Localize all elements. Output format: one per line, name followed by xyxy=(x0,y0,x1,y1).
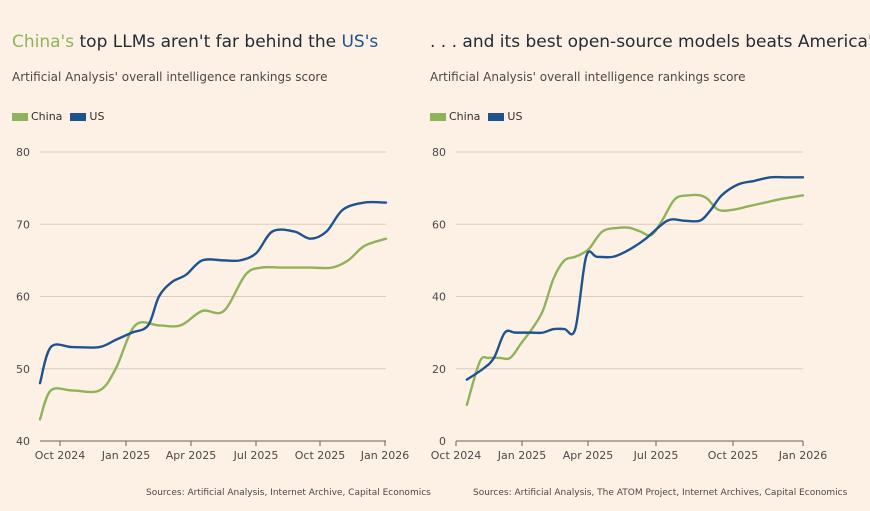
left-legend: China US xyxy=(12,110,112,123)
right-ytick-label-4: 0 xyxy=(439,435,446,448)
right-xtick-label-4: Oct 2025 xyxy=(708,449,759,462)
left-xtick-label-4: Oct 2025 xyxy=(295,449,346,462)
right-chart-subtitle: Artificial Analysis' overall intelligenc… xyxy=(430,70,746,84)
left-legend-us-swatch xyxy=(70,112,87,121)
right-series-china-line xyxy=(465,193,805,407)
right-ytick-label-2: 40 xyxy=(432,291,446,304)
left-chart-panel: China's top LLMs aren't far behind the U… xyxy=(0,0,431,511)
right-legend-us: US xyxy=(488,110,522,123)
left-ytick-label-0: 80 xyxy=(16,146,30,159)
right-xtick-label-3: Jul 2025 xyxy=(633,449,679,462)
left-xtick-label-1: Jan 2025 xyxy=(101,449,150,462)
right-ytick-label-1: 60 xyxy=(432,218,446,231)
left-source-note: Sources: Artificial Analysis, Internet A… xyxy=(146,488,431,498)
left-xtick-label-3: Jul 2025 xyxy=(233,449,279,462)
right-chart-title: . . . and its best open-source models be… xyxy=(430,32,870,52)
right-legend-us-label: US xyxy=(507,110,523,123)
left-ytick-label-3: 50 xyxy=(16,363,30,376)
left-ytick-label-4: 40 xyxy=(16,435,30,448)
right-xtick-label-2: Apr 2025 xyxy=(563,449,614,462)
left-title-china: China's xyxy=(12,32,75,52)
right-legend: China US xyxy=(430,110,530,123)
right-legend-us-swatch xyxy=(488,112,505,121)
left-xtick-label-5: Jan 2026 xyxy=(360,449,409,462)
right-legend-china-label: China xyxy=(449,110,481,123)
left-title-us: US's xyxy=(341,32,379,52)
left-legend-china-label: China xyxy=(31,110,63,123)
right-ytick-label-3: 20 xyxy=(432,363,446,376)
left-series-us-line xyxy=(38,200,388,385)
left-legend-us: US xyxy=(70,110,104,123)
left-legend-us-label: US xyxy=(89,110,105,123)
left-xtick-label-2: Apr 2025 xyxy=(166,449,217,462)
right-xtick-label-1: Jan 2025 xyxy=(497,449,546,462)
right-xtick-label-0: Oct 2024 xyxy=(431,449,482,462)
right-legend-china: China xyxy=(430,110,480,123)
left-chart-title: China's top LLMs aren't far behind the U… xyxy=(12,32,378,52)
right-ytick-label-0: 80 xyxy=(432,146,446,159)
right-chart-panel: . . . and its best open-source models be… xyxy=(418,0,870,511)
left-legend-china: China xyxy=(12,110,62,123)
left-ytick-label-1: 70 xyxy=(16,218,30,231)
left-series-china-line xyxy=(38,237,388,421)
right-series-us-line xyxy=(465,175,805,381)
left-legend-china-swatch xyxy=(12,112,28,121)
left-chart-subtitle: Artificial Analysis' overall intelligenc… xyxy=(12,70,328,84)
right-legend-china-swatch xyxy=(430,112,446,121)
left-title-mid: top LLMs aren't far behind the xyxy=(74,32,342,52)
left-xtick-label-0: Oct 2024 xyxy=(35,449,86,462)
left-ytick-label-2: 60 xyxy=(16,291,30,304)
left-plot: 80 70 60 50 40 Oct 2024 Jan 2025 Apr 2025 Jul 20… xyxy=(16,146,409,462)
right-source-note: Sources: Artificial Analysis, The ATOM P… xyxy=(473,488,848,498)
right-xtick-label-5: Jan 2026 xyxy=(778,449,827,462)
